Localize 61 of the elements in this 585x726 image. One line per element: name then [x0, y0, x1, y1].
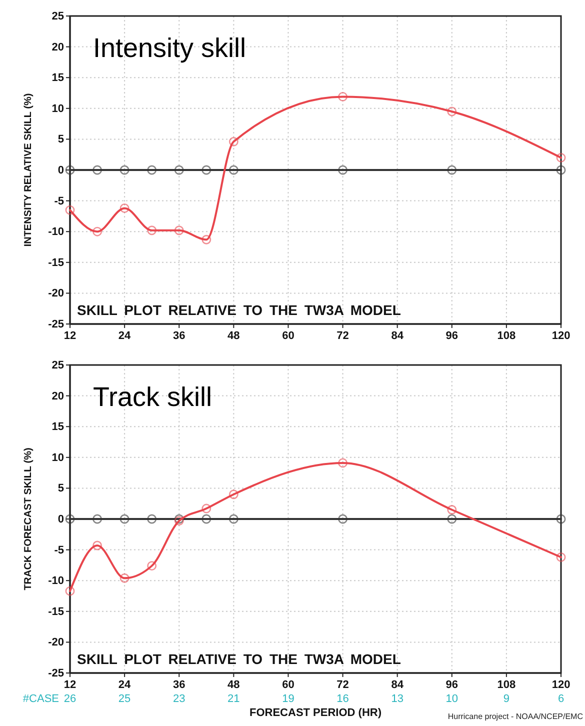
text: 16 — [336, 693, 349, 705]
x-tick-label: 48 — [228, 678, 240, 691]
annotation: SKILL PLOT RELATIVE TO THE TW3A MODEL — [77, 651, 402, 667]
x-tick-label: 72 — [336, 330, 349, 342]
y-tick-label: 0 — [58, 514, 64, 526]
text: 19 — [282, 693, 294, 705]
y-tick-label: -20 — [48, 288, 64, 300]
x-tick-label: 96 — [446, 330, 458, 342]
text: 21 — [228, 693, 240, 705]
x-tick-label: 24 — [118, 678, 132, 691]
text: Hurricane project - NOAA/NCEP/EMC — [448, 712, 584, 721]
y-tick-label: -20 — [48, 636, 64, 649]
x-tick-label: 120 — [552, 330, 570, 342]
text: 6 — [558, 693, 564, 705]
text: 25 — [118, 693, 131, 705]
x-tick-label: 84 — [391, 330, 404, 342]
y-tick-label: 25 — [52, 10, 64, 23]
x-tick-label: 36 — [172, 330, 186, 342]
y-tick-label: 10 — [52, 452, 64, 464]
y-tick-label: -15 — [48, 606, 64, 618]
text: 26 — [64, 693, 76, 705]
y-tick-label: 5 — [58, 482, 64, 495]
text: 13 — [391, 693, 404, 705]
y-tick-label: -5 — [54, 195, 64, 208]
x-tick-label: 72 — [336, 678, 349, 691]
text: Track skill — [93, 382, 212, 412]
annotation: SKILL PLOT RELATIVE TO THE TW3A MODEL — [77, 302, 402, 318]
x-tick-label: 12 — [64, 678, 76, 691]
y-tick-label: 20 — [52, 390, 64, 402]
x-tick-label: 48 — [228, 330, 240, 342]
x-tick-label: 24 — [118, 330, 132, 342]
y-axis-title: INTENSITY RELATIVE SKILL (%) — [23, 93, 34, 247]
y-tick-label: 10 — [52, 102, 64, 115]
y-tick-label: 20 — [52, 41, 64, 54]
x-tick-label: 60 — [282, 330, 294, 342]
y-tick-label: 15 — [52, 421, 64, 434]
y-tick-label: -10 — [48, 575, 64, 588]
x-tick-label: 36 — [172, 678, 186, 691]
x-tick-label: 12 — [64, 330, 76, 342]
text: Intensity skill — [93, 33, 246, 63]
y-tick-label: 5 — [58, 134, 64, 146]
y-tick-label: -25 — [48, 318, 64, 331]
x-tick-label: 108 — [497, 330, 516, 342]
x-tick-label: 108 — [497, 678, 516, 691]
y-tick-label: 15 — [52, 72, 64, 84]
text: 10 — [446, 693, 458, 705]
x-tick-label: 120 — [552, 678, 570, 691]
y-tick-label: -5 — [54, 544, 64, 556]
x-tick-label: 84 — [391, 678, 404, 691]
y-tick-label: -15 — [48, 256, 64, 269]
y-tick-label: 0 — [58, 164, 64, 177]
y-axis-title: TRACK FORECAST SKILL (%) — [23, 448, 34, 590]
x-axis-title: FORECAST PERIOD (HR) — [250, 707, 382, 719]
text: 9 — [503, 693, 510, 705]
x-tick-label: 60 — [282, 678, 294, 691]
y-tick-label: 25 — [52, 360, 64, 372]
text: 23 — [172, 693, 186, 705]
text: #CASE — [22, 693, 59, 705]
x-tick-label: 96 — [446, 678, 458, 691]
y-tick-label: -10 — [48, 226, 64, 238]
y-tick-label: -25 — [48, 668, 64, 680]
